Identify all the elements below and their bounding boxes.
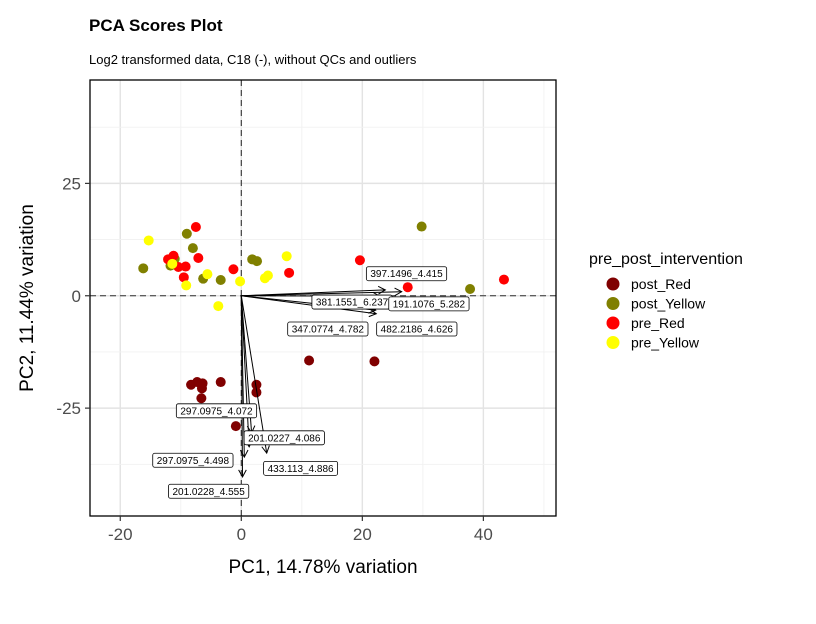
point-post_Yellow xyxy=(252,256,263,267)
legend-key-post_Yellow xyxy=(606,297,620,310)
point-pre_Yellow xyxy=(202,269,213,280)
loading-label-frame xyxy=(152,452,234,468)
point-post_Red xyxy=(196,393,207,404)
score-points xyxy=(138,221,509,432)
x-tick-label: 0 xyxy=(237,525,246,544)
x-tick-label: -20 xyxy=(108,525,133,544)
legend-label-pre_Red: pre_Red xyxy=(631,315,685,331)
point-pre_Red xyxy=(354,255,365,266)
loading-arrows xyxy=(238,285,403,478)
x-tick-label: 20 xyxy=(353,525,372,544)
point-pre_Yellow xyxy=(167,258,178,269)
loading-label-frame xyxy=(175,403,258,419)
legend-entries: post_Red post_Yellow pre_Red pre_Yellow xyxy=(606,276,706,351)
loading-label-text: 433.113_4.886 xyxy=(268,464,334,475)
point-post_Yellow xyxy=(465,284,476,295)
point-pre_Red xyxy=(190,221,201,232)
point-pre_Red xyxy=(180,261,191,272)
point-pre_Red xyxy=(168,250,179,261)
loading-label-box: 201.0227_4.086 xyxy=(243,430,325,446)
point-post_Red xyxy=(369,356,380,367)
point-post_Yellow xyxy=(416,221,427,232)
point-pre_Red xyxy=(284,267,295,278)
loading-label-frame xyxy=(365,266,448,282)
loading-label-box: 191.1076_5.282 xyxy=(388,296,470,312)
point-pre_Red xyxy=(402,282,413,293)
x-tick-label: 40 xyxy=(474,525,493,544)
loading-label-text: 397.1496_4.415 xyxy=(370,269,443,280)
loading-label-box: 482.2186_4.626 xyxy=(376,321,458,337)
chart-title: PCA Scores Plot xyxy=(89,16,223,35)
loading-label-text: 191.1076_5.282 xyxy=(393,299,466,310)
point-post_Yellow xyxy=(215,275,226,286)
loading-arrow-line xyxy=(241,291,402,297)
legend: pre_post_intervention post_Red post_Yello… xyxy=(589,251,743,351)
loading-arrow-head xyxy=(238,469,247,478)
y-tick-label: -25 xyxy=(56,399,81,418)
loading-label-frame xyxy=(376,321,458,337)
legend-label-pre_Yellow: pre_Yellow xyxy=(631,335,700,351)
point-pre_Yellow xyxy=(143,235,154,246)
loading-arrow-line xyxy=(240,295,250,447)
point-pre_Red xyxy=(178,272,189,283)
loading-arrow-line xyxy=(240,295,268,454)
loading-arrow-head xyxy=(394,287,403,297)
loading-label-text: 297.0975_4.072 xyxy=(180,406,253,417)
point-pre_Red xyxy=(498,274,509,285)
loading-label-box: 201.0228_4.555 xyxy=(168,483,250,499)
axis-ticks: -20 0 20 40 -25 0 25 xyxy=(56,174,492,544)
loading-label-text: 381.1551_6.237 xyxy=(316,298,389,309)
point-post_Yellow xyxy=(181,228,192,239)
loading-label-text: 347.0774_4.782 xyxy=(292,325,365,336)
loading-label-text: 482.2186_4.626 xyxy=(381,325,454,336)
loading-arrow-head xyxy=(368,308,378,318)
legend-title: pre_post_intervention xyxy=(589,251,743,268)
loading-label-text: 297.0975_4.498 xyxy=(157,456,230,467)
loading-label-frame xyxy=(168,483,250,499)
loading-label-box: 433.113_4.886 xyxy=(263,460,339,476)
loading-arrow-head xyxy=(239,449,249,459)
point-post_Red xyxy=(230,421,241,432)
plot-panel-border xyxy=(89,79,557,517)
loading-label-box: 297.0975_4.072 xyxy=(175,403,258,419)
y-tick-label: 25 xyxy=(62,174,81,193)
loading-label-box: 297.0975_4.498 xyxy=(152,452,234,468)
point-post_Red xyxy=(304,355,315,366)
y-axis-title: PC2, 11.44% variation xyxy=(17,204,38,392)
point-post_Red xyxy=(196,383,207,394)
loading-label-frame xyxy=(388,296,470,312)
point-pre_Yellow xyxy=(281,251,292,262)
loading-labels: 397.1496_4.415 381.1551_6.237 191.1076_5.2… xyxy=(152,266,470,499)
loading-arrow-head xyxy=(261,445,270,455)
x-axis-title: PC1, 14.78% variation xyxy=(228,557,417,578)
y-tick-label: 0 xyxy=(72,287,81,306)
legend-key-post_Red xyxy=(606,277,620,291)
point-pre_Yellow xyxy=(262,270,273,281)
loading-label-frame xyxy=(243,430,325,446)
legend-label-post_Yellow: post_Yellow xyxy=(631,296,706,312)
chart-subtitle: Log2 transformed data, C18 (-), without … xyxy=(89,52,417,67)
loading-label-text: 201.0228_4.555 xyxy=(172,487,245,498)
point-post_Red xyxy=(215,377,226,388)
loading-label-box: 347.0774_4.782 xyxy=(287,321,369,337)
point-pre_Red xyxy=(228,264,239,275)
legend-key-pre_Red xyxy=(606,316,620,330)
loading-label-frame xyxy=(263,460,339,476)
loading-label-frame xyxy=(287,321,369,337)
loading-label-text: 201.0227_4.086 xyxy=(248,433,321,444)
point-post_Yellow xyxy=(187,243,198,254)
legend-key-pre_Yellow xyxy=(606,336,620,349)
point-pre_Yellow xyxy=(213,301,224,312)
point-pre_Yellow xyxy=(235,276,246,287)
point-post_Red xyxy=(251,379,262,390)
legend-label-post_Red: post_Red xyxy=(631,276,691,292)
point-pre_Yellow xyxy=(181,280,192,291)
loading-arrow-line xyxy=(241,295,377,315)
point-post_Yellow xyxy=(138,263,149,274)
loading-label-box: 397.1496_4.415 xyxy=(365,266,448,282)
point-pre_Red xyxy=(193,252,204,263)
loading-label-box: 381.1551_6.237 xyxy=(311,294,393,310)
loading-arrow-line xyxy=(240,295,244,477)
